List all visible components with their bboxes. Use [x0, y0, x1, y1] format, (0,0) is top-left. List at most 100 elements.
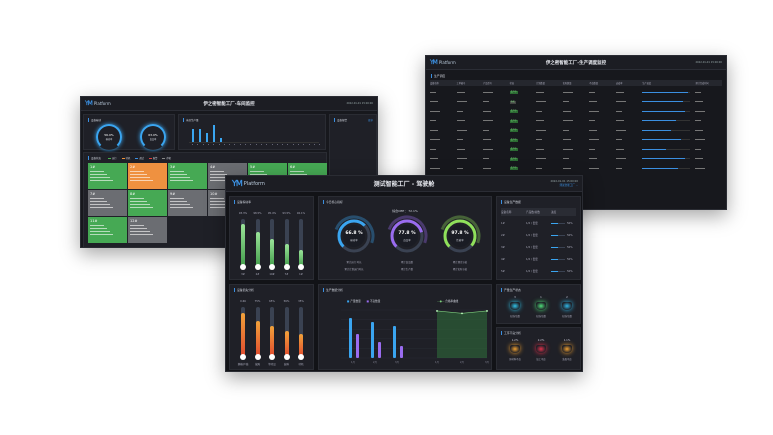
table-cell — [695, 91, 722, 93]
machine-detail-line — [90, 180, 113, 181]
machine-tile[interactable]: 9# — [168, 190, 207, 216]
machine-detail-line — [90, 234, 113, 235]
machine-detail-line — [170, 174, 187, 175]
schedule-table: 设备名称 工单编号 产品型号 状态 计划数量 实际数量 不良数量 达成率 生产进度 预计完成时间生… — [430, 80, 722, 205]
cell-placeholder — [456, 101, 467, 102]
cell-placeholder — [695, 139, 706, 140]
table-cell — [456, 167, 484, 169]
gauge-detail: 累计良品数 — [401, 261, 413, 264]
table-cell — [536, 148, 563, 150]
status-badge: 生产中 — [509, 148, 518, 151]
table-row[interactable]: 生产中 — [430, 155, 722, 163]
logo: 𝖸𝖬 Platform — [85, 100, 111, 107]
table-row[interactable]: 生产中 — [430, 117, 722, 125]
table-cell — [615, 110, 643, 112]
more-link[interactable]: 更多 — [367, 119, 373, 122]
table-row[interactable]: 生产中 — [430, 107, 722, 115]
oee-value: 综合OEE： 72.1% — [392, 209, 418, 213]
bar-fill — [255, 321, 260, 358]
table-cell — [615, 129, 643, 131]
progress-fill — [642, 101, 683, 102]
machine-name: 10# — [210, 192, 218, 196]
progress-fill — [642, 91, 688, 93]
machine-tile[interactable]: 7# — [88, 190, 127, 216]
table-cell — [642, 139, 695, 140]
machine-tile[interactable]: 12# — [128, 217, 167, 243]
table-cell — [695, 120, 722, 121]
yield-area — [437, 310, 487, 358]
axis-tick — [202, 144, 204, 145]
axis-tick — [229, 144, 231, 145]
table-cell: 生产中 — [509, 148, 537, 151]
column-header: 设备名称 — [430, 82, 439, 85]
gauge-detail: 累计实际节拍 — [452, 268, 468, 271]
table-row[interactable]: 生产中 — [430, 88, 722, 96]
table-cell — [536, 167, 563, 169]
machine-tile[interactable]: 3# — [168, 163, 207, 189]
table-row[interactable]: 生产中 — [430, 126, 722, 134]
machine-tile[interactable]: 2# — [128, 163, 167, 189]
workshop-header: 𝖸𝖬 Platform 伊之密智能工厂-车间监控 2022-01-01 15:00… — [81, 97, 377, 111]
progress-fill — [642, 167, 679, 169]
cell-placeholder — [589, 110, 600, 112]
machine-detail-line — [130, 204, 150, 205]
bar-fill — [270, 238, 274, 268]
device-name: 2# — [501, 233, 505, 237]
table-row[interactable]: 生产中 — [430, 136, 722, 144]
site-select[interactable]: 测试智能工厂 ⌄ — [559, 183, 578, 187]
table-cell — [642, 158, 695, 159]
axis-tick — [192, 144, 193, 145]
table-cell — [589, 158, 616, 159]
table-row[interactable]: 4# 1/2 / 套套 50% — [501, 255, 576, 263]
bar — [298, 307, 304, 360]
axis-tick — [218, 144, 220, 145]
table-row[interactable]: 3# 1/2 / 套套 50% — [501, 243, 576, 251]
machine-detail-line — [170, 201, 187, 202]
cell-placeholder — [536, 167, 543, 169]
defect-panel: 工序不良分析 1.2% 原材料不良 2.2% 加工不良 1.1% 装配不良 — [496, 327, 581, 370]
machine-name: 7# — [90, 192, 96, 196]
cell-placeholder — [695, 167, 706, 169]
cell-placeholder — [615, 139, 622, 140]
bar-label: 换模/产线 — [237, 363, 249, 366]
bar — [298, 219, 304, 270]
machine-name: 3# — [170, 165, 176, 169]
machine-tile[interactable]: 1# — [88, 163, 127, 189]
cell-placeholder — [615, 91, 624, 93]
utilization-panel: 设备稼动率 93.3% 3# 98.5% 2# 95.4% 10# 93.5% 7# 92.1%… — [229, 196, 314, 280]
output-bar — [206, 133, 208, 142]
table-row[interactable]: 5# 1/2 / 套套 50% — [501, 267, 576, 275]
table-cell — [483, 101, 510, 102]
table-cell — [536, 158, 563, 159]
logo: 𝖸𝖬 Platform — [232, 179, 265, 188]
table-row[interactable]: 生产中 — [430, 164, 722, 172]
gauge-arc — [140, 124, 166, 150]
table-row[interactable]: 2# 1/2 / 套套 50% — [501, 231, 576, 239]
table-cell — [483, 139, 510, 140]
machine-tile[interactable]: 8# — [128, 190, 167, 216]
cell-placeholder — [562, 167, 571, 169]
table-cell — [589, 148, 616, 150]
cockpit-header: 𝖸𝖬 Platform 测试智能工厂 - 驾驶舱 2022-01-01 15:00… — [226, 176, 582, 192]
gauge-label: 性能率 — [456, 239, 464, 242]
cell-placeholder — [536, 120, 545, 121]
table-cell: 生产中 — [509, 110, 537, 113]
bar — [240, 219, 246, 270]
machine-tile[interactable]: 11# — [88, 217, 127, 243]
table-row[interactable]: 1# 1/2 / 套套 50% — [501, 219, 576, 227]
cell-placeholder — [430, 129, 438, 131]
bar-value: 93.3% — [238, 212, 248, 215]
table-row[interactable]: 待机 — [430, 98, 722, 106]
legend-label: 停机 — [166, 157, 172, 160]
cell-placeholder — [615, 120, 624, 121]
bar — [269, 219, 275, 270]
cell-placeholder — [536, 139, 543, 140]
table-row[interactable]: 生产中 — [430, 145, 722, 153]
bar-knob — [269, 264, 275, 270]
gauge-glow — [333, 215, 375, 257]
status-label: 加工不良 — [536, 358, 546, 361]
column-header: 进度 — [551, 211, 557, 214]
progress-fill — [551, 270, 558, 272]
table-cell — [615, 120, 643, 121]
cell-placeholder — [483, 167, 492, 169]
